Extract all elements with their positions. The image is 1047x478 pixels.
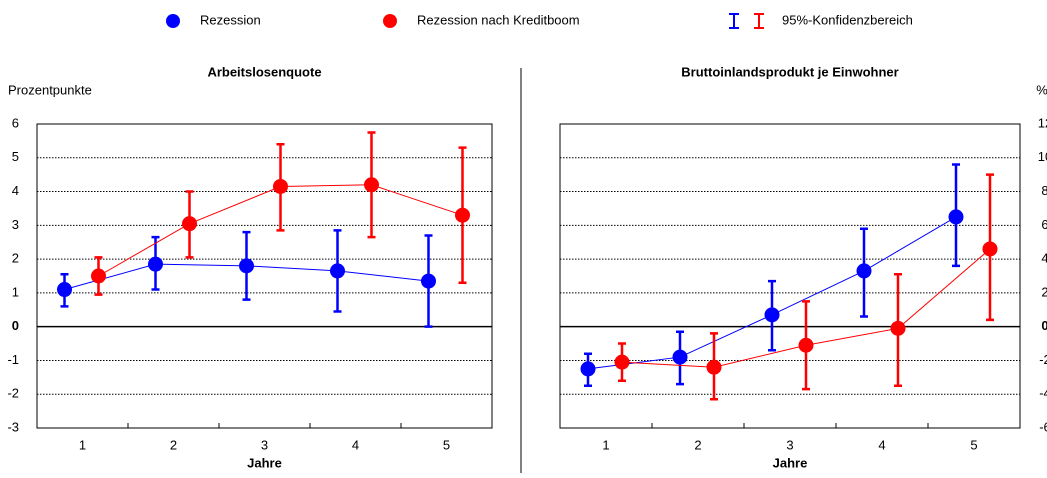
data-point [91, 268, 106, 284]
y-tick-label: 10 [1038, 149, 1047, 164]
data-point [273, 178, 288, 194]
data-point [948, 209, 964, 225]
data-point [148, 256, 163, 272]
legend-marker [754, 13, 764, 29]
y-tick-label: 0 [12, 318, 19, 333]
data-point [764, 307, 780, 323]
y-tick-label: 2 [1041, 284, 1047, 299]
data-point [364, 177, 379, 193]
y-axis-label: % [1036, 82, 1047, 97]
data-point [982, 241, 998, 257]
y-tick-label: 0 [1041, 318, 1047, 333]
x-axis-label: Jahre [773, 455, 808, 470]
y-tick-label: 1 [12, 284, 19, 299]
data-point [421, 273, 436, 289]
x-tick-label: 3 [261, 437, 268, 452]
x-tick-label: 5 [443, 437, 450, 452]
x-axis-label: Jahre [247, 455, 282, 470]
data-point [856, 263, 872, 279]
data-point [239, 258, 254, 274]
y-tick-label: 8 [1041, 183, 1047, 198]
y-tick-label: 6 [1041, 217, 1047, 232]
y-tick-label: 3 [12, 217, 19, 232]
data-point [798, 337, 814, 353]
x-tick-label: 4 [878, 437, 885, 452]
legend-marker [729, 13, 739, 29]
x-tick-label: 1 [602, 437, 609, 452]
data-point [57, 282, 72, 298]
y-tick-label: -6 [1039, 419, 1047, 434]
x-tick-label: 5 [970, 437, 977, 452]
legend-label: 95%-Konfidenzbereich [782, 12, 913, 27]
data-point [890, 320, 906, 336]
data-point [672, 349, 688, 365]
y-tick-label: 2 [12, 251, 19, 266]
data-point [330, 263, 345, 279]
y-tick-label: 4 [1041, 251, 1047, 266]
y-tick-label: -1 [7, 352, 19, 367]
y-tick-label: -2 [1039, 352, 1047, 367]
y-tick-label: 12 [1038, 115, 1047, 130]
data-point [614, 354, 630, 370]
y-axis-label: Prozentpunkte [8, 82, 92, 97]
y-tick-label: -3 [7, 419, 19, 434]
x-tick-label: 1 [79, 437, 86, 452]
chart-title: Bruttoinlandsprodukt je Einwohner [681, 64, 898, 79]
y-tick-label: 5 [12, 149, 19, 164]
data-point [455, 207, 470, 223]
y-tick-label: 6 [12, 115, 19, 130]
chart-title: Arbeitslosenquote [207, 64, 321, 79]
x-tick-label: 4 [352, 437, 359, 452]
x-tick-label: 3 [786, 437, 793, 452]
data-point [182, 216, 197, 232]
x-tick-label: 2 [170, 437, 177, 452]
legend-marker [166, 14, 180, 28]
plot-frame [36, 123, 493, 429]
x-tick-label: 2 [694, 437, 701, 452]
legend-label: Rezession [200, 12, 261, 27]
legend-marker [383, 14, 397, 28]
y-tick-label: -2 [7, 386, 19, 401]
data-point [580, 361, 596, 377]
y-tick-label: -4 [1039, 386, 1047, 401]
data-point [706, 359, 722, 375]
plot-frame [559, 123, 1021, 429]
y-tick-label: 4 [12, 183, 19, 198]
legend-label: Rezession nach Kreditboom [417, 12, 580, 27]
